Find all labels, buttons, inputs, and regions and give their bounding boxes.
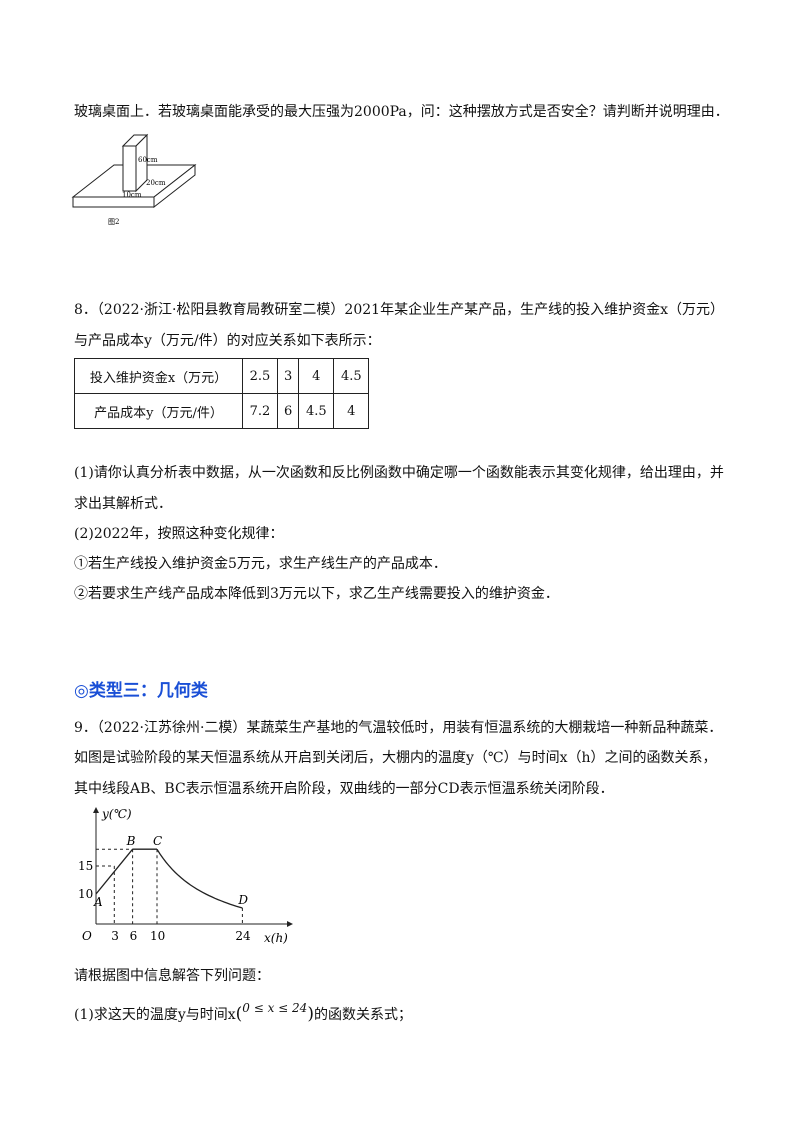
table-row: 产品成本y（万元/件） 7.2 6 4.5 4 (74, 393, 370, 429)
table-side (153, 163, 196, 209)
x-axis-label: x(h) (264, 931, 288, 945)
table-cell: 4.5 (298, 393, 335, 429)
data-table: 投入维护资金x（万元） 2.5 3 4 4.5 产品成本y（万元/件） 7.2 … (74, 358, 370, 429)
section-heading: ◎类型三：几何类 (74, 681, 208, 701)
curve-cd (156, 848, 243, 909)
q9-line2: 如图是试验阶段的某天恒温系统从开启到关闭后，大棚内的温度y（℃）与时间x（h）之… (74, 750, 717, 766)
x-tick-label: 10 (150, 929, 165, 943)
figure-2: 60cm 20cm 10cm 图2 (71, 133, 197, 226)
q9-sub1-suffix: 的函数关系式； (313, 1007, 412, 1023)
label-height: 60cm (138, 156, 158, 164)
table-cell: 2.5 (242, 358, 278, 394)
q9-line3: 其中线段AB、BC表示恒温系统开启阶段，双曲线的一部分CD表示恒温系统关闭阶段． (74, 781, 614, 797)
table-cell: 4.5 (333, 358, 370, 394)
q8-line1: 8．（2022·浙江·松阳县教育局教研室二模）2021年某企业生产某产品，生产线… (74, 302, 724, 318)
q8-sub1-line2: 求出其解析式． (74, 496, 172, 512)
point-label-a: A (93, 895, 103, 909)
q8-sub2-a: ①若生产线投入维护资金5万元，求生产线生产的产品成本． (74, 556, 447, 572)
q7-text: 玻璃桌面上．若玻璃桌面能承受的最大压强为2000Pa，问：这种摆放方式是否安全？… (74, 104, 729, 120)
figure-caption: 图2 (108, 218, 119, 226)
table-cell: 4 (298, 358, 335, 394)
q8-sub2-b: ②若要求生产线产品成本降低到3万元以下，求乙生产线需要投入的维护资金． (74, 586, 559, 602)
x-tick-label: 3 (111, 929, 119, 943)
table-header-cell: 产品成本y（万元/件） (74, 393, 243, 429)
block-front (122, 145, 137, 192)
label-width: 20cm (146, 179, 166, 187)
y-tick-label: 15 (78, 859, 93, 873)
q8-line2: 与产品成本y（万元/件）的对应关系如下表所示： (74, 333, 381, 349)
q9-sub1-range: 0 ≤ x ≤ 24 (242, 1001, 308, 1015)
table-cell: 4 (333, 393, 370, 429)
table-cell: 6 (276, 393, 300, 429)
point-label-d: D (237, 893, 248, 907)
q9-line1: 9．（2022·江苏徐州·二模）某蔬菜生产基地的气温较低时，用装有恒温系统的大棚… (74, 720, 723, 736)
origin-label: O (82, 929, 92, 943)
q9-sub1: (1)求这天的温度y与时间x(0 ≤ x ≤ 24)的函数关系式； (74, 1001, 412, 1024)
table-cell: 7.2 (242, 393, 278, 429)
y-tick-label: 10 (78, 887, 93, 901)
table-cell: 3 (276, 358, 300, 394)
label-depth: 10cm (122, 191, 142, 199)
y-axis-label: y(℃) (101, 807, 132, 821)
table-front (72, 196, 155, 208)
point-label-c: C (153, 834, 162, 848)
table-row: 投入维护资金x（万元） 2.5 3 4 4.5 (74, 358, 370, 394)
q8-sub2: (2)2022年，按照这种变化规律： (74, 526, 284, 542)
q9-after-graph: 请根据图中信息解答下列问题： (74, 968, 270, 984)
x-tick-label: 6 (130, 929, 138, 943)
q9-sub1-prefix: (1)求这天的温度y与时间x (74, 1007, 236, 1023)
segment-ab (95, 848, 134, 895)
temperature-chart: y(℃) x(h) O A B C D 3 6 10 24 10 15 (78, 807, 293, 945)
q8-sub1-line1: (1)请你认真分析表中数据，从一次函数和反比例函数中确定哪一个函数能表示其变化规… (74, 465, 724, 481)
table-header-cell: 投入维护资金x（万元） (74, 358, 243, 394)
point-label-b: B (126, 834, 136, 848)
x-tick-label: 24 (235, 929, 251, 943)
block-side (135, 133, 148, 193)
